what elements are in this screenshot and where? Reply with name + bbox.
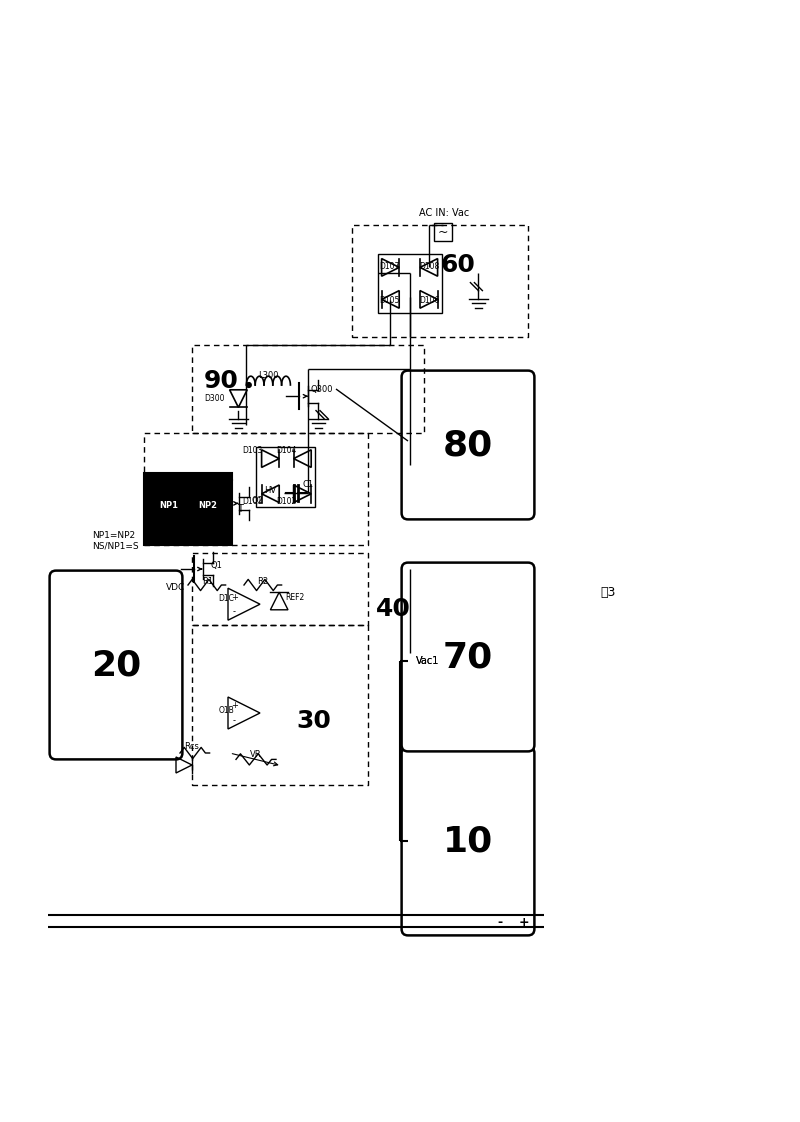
- Text: D300: D300: [204, 394, 225, 403]
- Text: 30: 30: [296, 709, 331, 733]
- Circle shape: [166, 481, 170, 486]
- Text: 10: 10: [443, 824, 493, 858]
- Text: Vac1: Vac1: [416, 656, 440, 666]
- Text: 50: 50: [156, 497, 191, 521]
- Bar: [144, 473, 232, 545]
- Text: ~: ~: [438, 226, 449, 239]
- FancyBboxPatch shape: [50, 571, 182, 760]
- Text: 90: 90: [204, 369, 239, 393]
- Text: -: -: [233, 607, 236, 616]
- Text: REF2: REF2: [286, 592, 305, 601]
- Text: +: +: [231, 592, 238, 601]
- Text: T: T: [237, 504, 243, 514]
- Text: C1: C1: [302, 480, 314, 489]
- Text: NP1=NP2
NS/NP1=S: NP1=NP2 NS/NP1=S: [92, 532, 138, 551]
- Text: -: -: [498, 916, 502, 929]
- Text: R1: R1: [202, 577, 213, 586]
- Text: Q2: Q2: [252, 496, 264, 505]
- Text: 40: 40: [376, 597, 411, 620]
- Text: D108: D108: [419, 263, 440, 272]
- Text: NP1: NP1: [159, 500, 178, 509]
- Text: D1C: D1C: [218, 595, 234, 604]
- Text: Q1: Q1: [210, 561, 222, 570]
- Text: Vac2: Vac2: [152, 472, 172, 481]
- Text: -: -: [233, 716, 236, 725]
- Text: AC IN: Vac: AC IN: Vac: [419, 208, 469, 218]
- Text: D104: D104: [276, 447, 297, 456]
- FancyBboxPatch shape: [402, 370, 534, 519]
- Text: 图3: 图3: [600, 587, 616, 599]
- Text: O1B: O1B: [218, 706, 234, 715]
- Text: VDC: VDC: [166, 583, 186, 592]
- Text: NP2: NP2: [198, 500, 217, 509]
- Text: R2: R2: [257, 577, 268, 586]
- Text: D101: D101: [242, 497, 263, 506]
- Text: D105: D105: [379, 296, 400, 305]
- FancyBboxPatch shape: [402, 746, 534, 936]
- Bar: [256, 447, 315, 507]
- Text: L300: L300: [258, 371, 278, 380]
- Text: NS: NS: [222, 475, 234, 484]
- Text: Vac1: Vac1: [416, 656, 440, 666]
- Text: +: +: [518, 916, 530, 929]
- Bar: [378, 254, 442, 313]
- Text: VR: VR: [250, 751, 262, 760]
- Text: Q300: Q300: [310, 385, 333, 394]
- Circle shape: [210, 481, 214, 486]
- Text: +: +: [231, 701, 238, 710]
- Text: 60: 60: [440, 252, 475, 277]
- Text: Rcs: Rcs: [185, 742, 199, 751]
- Text: 70: 70: [443, 640, 493, 674]
- Text: D102: D102: [276, 497, 297, 506]
- Text: D106: D106: [419, 296, 440, 305]
- Text: HV: HV: [264, 486, 276, 495]
- Text: D107: D107: [379, 263, 400, 272]
- Bar: [434, 223, 452, 241]
- Text: 80: 80: [443, 427, 493, 462]
- Circle shape: [246, 383, 251, 387]
- Text: 20: 20: [91, 649, 141, 682]
- FancyBboxPatch shape: [402, 562, 534, 752]
- Text: D103: D103: [242, 447, 263, 456]
